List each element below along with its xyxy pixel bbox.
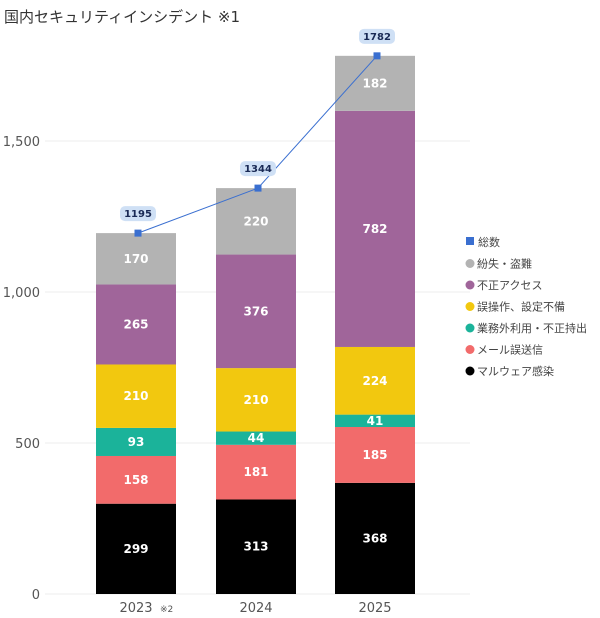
legend-marker-total [466,237,474,245]
legend-marker [465,280,475,290]
legend-label: マルウェア感染 [477,364,554,378]
bar-data-label: 210 [243,393,268,407]
total-data-label: 1195 [124,209,152,220]
x-tick-note: ※2 [160,605,173,615]
y-tick-label: 1,500 [3,135,40,150]
bar-segment [335,426,415,483]
x-tick-label: 2024 [239,601,272,616]
bar-segment [216,499,296,594]
bar-data-label: 210 [123,389,148,403]
bar-segment [335,55,415,111]
bar-segment [335,482,415,594]
legend-label: メール誤送信 [477,343,543,357]
bar-data-label: 170 [123,252,148,266]
bar-segment [335,110,415,347]
legend-marker [465,366,475,376]
bar-data-label: 299 [123,542,148,556]
bar-data-label: 185 [362,448,387,462]
legend-marker [465,302,475,311]
bar-segment [335,346,415,415]
y-tick-label: 500 [15,437,40,452]
bar-data-label: 376 [243,304,268,318]
chart-title: 国内セキュリティインシデント ※1 [4,8,240,26]
y-tick-label: 0 [32,588,40,603]
bar-data-label: 313 [243,540,268,554]
bar-segment [335,414,415,427]
bar-segment [216,254,296,369]
legend-label: 誤操作、設定不備 [477,300,565,314]
legend-label: 総数 [478,235,500,249]
legend-label: 紛失・盗難 [477,257,532,271]
bar-segment [96,233,176,285]
bar-data-label: 41 [367,414,384,428]
bar-segment [96,455,176,504]
legend-marker [465,345,475,354]
y-tick-label: 1,000 [3,286,40,301]
bar-data-label: 93 [128,435,145,449]
bar-data-label: 181 [243,465,268,479]
total-label-box [359,28,395,44]
bar-segment [96,503,176,594]
legend-label: 業務外利用・不正持出 [477,321,587,335]
bar-segment [216,444,296,500]
total-data-label: 1782 [363,32,391,43]
bar-segment [216,368,296,432]
total-marker [373,52,381,60]
bar-data-label: 224 [362,374,387,388]
total-data-label: 1344 [244,164,272,175]
total-label-box [240,161,276,177]
total-marker [134,229,142,237]
x-tick-label: 2025 [358,601,391,616]
total-marker [254,184,262,192]
legend-marker [465,259,475,268]
bar-segment [96,427,176,456]
bar-data-label: 368 [362,531,387,545]
bar-data-label: 158 [123,473,148,487]
legend-label: 不正アクセス [477,279,542,292]
bar-data-label: 265 [123,317,148,331]
bar-segment [216,431,296,445]
x-tick-label: 2023 [119,601,152,616]
bar-segment [96,364,176,428]
bar-data-label: 782 [362,222,387,236]
bar-segment [96,284,176,365]
bar-data-label: 220 [243,214,268,228]
bar-data-label: 44 [248,431,265,445]
total-label-box [120,206,156,222]
legend-marker [465,323,475,333]
bar-data-label: 182 [362,76,387,90]
